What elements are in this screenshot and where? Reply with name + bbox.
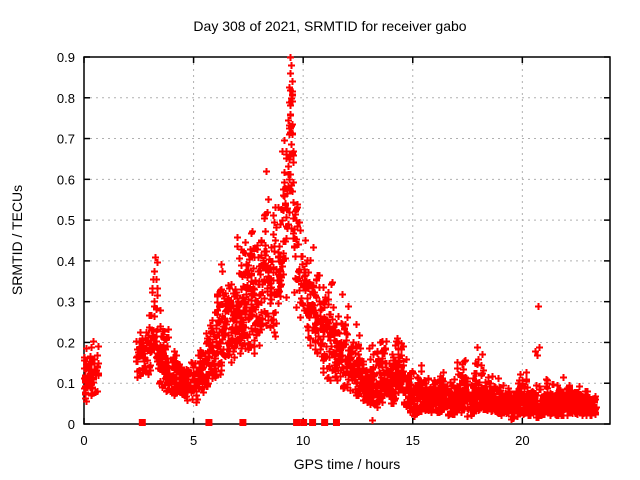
event-square-marker (293, 419, 301, 426)
event-square-marker (321, 419, 329, 426)
y-tick-label: 0 (68, 417, 75, 432)
y-tick-label: 0.7 (57, 132, 75, 147)
x-tick-label: 20 (515, 433, 529, 448)
x-tick-labels: 0 5 10 15 20 (80, 433, 529, 448)
event-square-marker (332, 419, 340, 426)
y-tick-label: 0.2 (57, 335, 75, 350)
chart-title: Day 308 of 2021, SRMTID for receiver gab… (193, 18, 466, 34)
x-tick-label: 10 (296, 433, 310, 448)
event-square-marker (205, 419, 213, 426)
event-square-marker (309, 419, 317, 426)
y-tick-label: 0.1 (57, 376, 75, 391)
x-tick-label: 15 (406, 433, 420, 448)
event-square-marker (300, 419, 308, 426)
y-tick-label: 0.5 (57, 213, 75, 228)
y-tick-label: 0.8 (57, 91, 75, 106)
x-axis-label: GPS time / hours (294, 456, 401, 472)
srmtid-scatter-markers (81, 54, 600, 424)
event-square-marker (138, 419, 146, 426)
y-tick-label: 0.3 (57, 295, 75, 310)
y-axis-label: SRMTID / TECUs (9, 185, 25, 295)
x-tick-label: 0 (80, 433, 87, 448)
y-tick-label: 0.9 (57, 50, 75, 65)
axes-box (83, 56, 611, 425)
event-markers (138, 419, 340, 426)
y-tick-labels: 0 0.1 0.2 0.3 0.4 0.5 0.6 0.7 0.8 0.9 (57, 50, 75, 432)
x-tick-label: 5 (190, 433, 197, 448)
y-tick-label: 0.4 (57, 254, 75, 269)
event-square-marker (239, 419, 247, 426)
data-points (81, 54, 600, 424)
plot-border (83, 56, 611, 425)
y-tick-label: 0.6 (57, 172, 75, 187)
